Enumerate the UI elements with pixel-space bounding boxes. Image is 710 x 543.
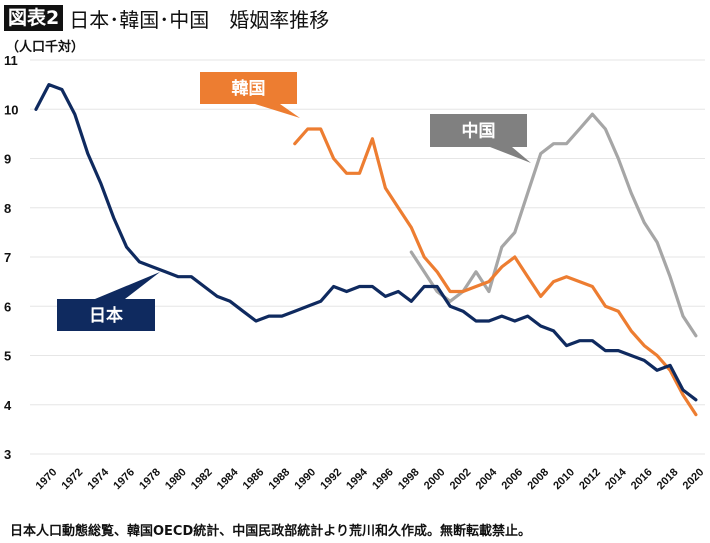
x-tick-label: 1982	[189, 466, 215, 492]
callout-korea: 韓国	[200, 72, 300, 118]
x-tick-label: 1984	[215, 466, 241, 492]
x-tick-label: 2006	[499, 466, 525, 492]
x-tick-label: 2012	[577, 466, 603, 492]
series-lines	[34, 82, 698, 417]
legend-label: 日本	[89, 305, 123, 326]
x-tick-label: 1992	[318, 466, 344, 492]
source-note: 日本人口動態総覧、韓国OECD統計、中国民政部統計より荒川和久作成。無断転載禁止…	[10, 524, 532, 539]
series-line-korea	[293, 127, 698, 417]
x-axis-ticks: 1970 1972 1974 1976 1978 1980 1982 1984 1986 1988…	[34, 466, 707, 492]
callout-box	[200, 72, 297, 104]
x-tick-label: 1972	[60, 466, 86, 492]
y-axis-unit-label: （人口千対）	[6, 40, 85, 55]
x-tick-label: 2008	[525, 466, 551, 492]
figure-badge: 図表2	[4, 5, 64, 31]
callout-pointer	[255, 104, 300, 118]
series-line-japan	[34, 82, 698, 402]
callout-china: 中国	[430, 114, 531, 163]
x-tick-label: 2014	[603, 466, 629, 492]
legend-label: 中国	[462, 121, 496, 142]
callout-box	[57, 299, 155, 331]
x-tick-label: 1976	[111, 466, 137, 492]
x-tick-label: 1990	[292, 466, 318, 492]
y-axis-ticks: 3 4 5 6 7 8 9 10 11	[4, 53, 18, 462]
chart-title: 図表2 日本･韓国･中国 婚姻率推移	[4, 4, 329, 32]
x-tick-label: 1988	[267, 466, 293, 492]
y-tick-label: 8	[4, 201, 11, 216]
x-tick-label: 2020	[681, 466, 707, 492]
y-tick-label: 9	[4, 152, 11, 167]
x-tick-label: 2018	[655, 466, 681, 492]
x-tick-label: 2016	[629, 466, 655, 492]
x-tick-label: 1974	[85, 466, 111, 492]
y-tick-label: 10	[4, 102, 18, 117]
legend-label: 韓国	[232, 78, 266, 99]
series-line-china	[409, 112, 698, 338]
x-tick-label: 1978	[137, 466, 163, 492]
x-tick-label: 2002	[448, 466, 474, 492]
y-tick-label: 3	[4, 447, 11, 462]
callout-pointer	[95, 272, 160, 299]
y-tick-label: 4	[4, 398, 12, 413]
y-tick-label: 11	[4, 53, 18, 68]
title-text: 日本･韓国･中国 婚姻率推移	[69, 7, 330, 32]
x-tick-label: 1980	[163, 466, 189, 492]
x-tick-label: 1994	[344, 466, 370, 492]
x-tick-label: 1986	[241, 466, 267, 492]
x-tick-label: 2000	[422, 466, 448, 492]
y-tick-label: 5	[4, 349, 11, 364]
x-tick-label: 1970	[34, 466, 60, 492]
gridlines	[30, 59, 705, 455]
x-tick-label: 2004	[474, 466, 500, 492]
callout-japan: 日本	[57, 272, 160, 331]
callout-box	[430, 114, 527, 147]
y-tick-label: 6	[4, 299, 11, 314]
y-tick-label: 7	[4, 250, 11, 265]
x-tick-label: 1998	[396, 466, 422, 492]
x-tick-label: 1996	[370, 466, 396, 492]
x-tick-label: 2010	[551, 466, 577, 492]
callout-pointer	[490, 147, 531, 163]
